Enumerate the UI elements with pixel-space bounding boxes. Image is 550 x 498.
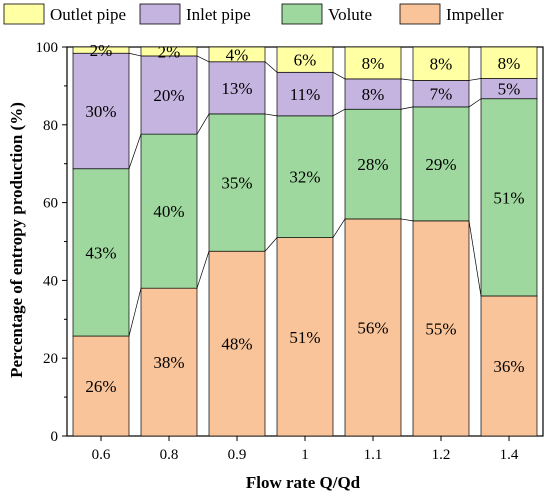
data-label: 51% <box>493 188 524 207</box>
connector-line <box>332 108 346 117</box>
bar-segment-volute <box>412 106 470 222</box>
data-label: 11% <box>290 85 321 104</box>
connector-line <box>128 52 142 57</box>
data-label: 8% <box>362 85 385 104</box>
connector-line <box>196 251 210 289</box>
connector-line <box>196 113 210 135</box>
bar-segment-impeller <box>140 287 198 437</box>
bar-segment-impeller <box>412 220 470 437</box>
connector-line <box>468 220 482 297</box>
connector-line <box>400 78 414 81</box>
bar-segment-outlet-pipe <box>140 46 198 57</box>
data-label: 43% <box>85 243 116 262</box>
y-tick-label: 100 <box>36 40 59 56</box>
legend-swatch <box>3 3 45 25</box>
bar-segment-impeller <box>344 218 402 437</box>
data-label: 4% <box>226 45 249 64</box>
connector-line <box>128 288 142 337</box>
data-label: 32% <box>289 168 320 187</box>
data-label: 30% <box>85 102 116 121</box>
connector-line <box>196 55 210 63</box>
legend: Outlet pipe Inlet pipe Volute Impeller <box>3 3 504 25</box>
legend-entry: Inlet pipe <box>186 5 251 24</box>
connector-line <box>468 98 482 108</box>
bar-segment-volute <box>480 98 538 297</box>
data-label: 55% <box>425 319 456 338</box>
data-label: 2% <box>90 41 113 60</box>
y-tick-label: 80 <box>43 118 58 134</box>
bar-segment-outlet-pipe <box>72 46 130 54</box>
bar-segment-outlet-pipe <box>344 46 402 80</box>
x-tick-label: 1.2 <box>432 447 451 463</box>
legend-swatch <box>281 3 323 25</box>
bar-segment-outlet-pipe <box>276 46 334 73</box>
x-tick-label: 0.6 <box>92 447 111 463</box>
bar-segment-outlet-pipe <box>480 46 538 79</box>
bar-segment-volute <box>72 168 130 337</box>
bar-segment-volute <box>344 108 402 220</box>
bar-segment-inlet-pipe <box>208 61 266 115</box>
connector-line <box>264 61 278 73</box>
data-label: 26% <box>85 377 116 396</box>
bar-segment-inlet-pipe <box>412 80 470 108</box>
data-label: 56% <box>357 318 388 337</box>
bar-segment-inlet-pipe <box>140 55 198 135</box>
data-label: 35% <box>221 174 252 193</box>
x-axis-label: Flow rate Q/Qd <box>246 473 361 492</box>
connector-line <box>264 113 278 117</box>
y-tick-label: 40 <box>43 273 58 289</box>
connector-line <box>400 106 414 110</box>
data-label: 40% <box>153 202 184 221</box>
y-axis-label: Percentage of entropy production (%) <box>7 102 26 378</box>
data-label: 5% <box>498 80 521 99</box>
data-label: 8% <box>362 54 385 73</box>
connector-line <box>128 134 142 169</box>
y-tick-label: 0 <box>51 429 59 445</box>
data-label: 28% <box>357 155 388 174</box>
data-label: 2% <box>158 42 181 61</box>
legend-swatch <box>399 3 441 25</box>
data-label: 48% <box>221 335 252 354</box>
legend-entry: Volute <box>328 5 372 24</box>
x-tick-label: 1 <box>301 447 309 463</box>
legend-entry: Impeller <box>446 5 504 24</box>
data-label: 8% <box>430 55 453 74</box>
data-label: 6% <box>294 51 317 70</box>
data-label: 7% <box>430 85 453 104</box>
legend-swatch <box>139 3 181 25</box>
plot-area: 26% 43% 30% 2% 38% 40% 20% 2% 48% 35% 13% 4% 51% 32% 1… <box>36 40 544 463</box>
data-label: 20% <box>153 86 184 105</box>
y-tick-label: 60 <box>43 196 58 212</box>
data-label: 51% <box>289 328 320 347</box>
bar-segment-inlet-pipe <box>276 71 334 117</box>
data-label: 8% <box>498 54 521 73</box>
data-label: 38% <box>153 353 184 372</box>
x-tick-label: 1.1 <box>364 447 383 463</box>
bar-segment-inlet-pipe <box>344 78 402 110</box>
connector-line <box>468 78 482 81</box>
bar-segment-volute <box>140 133 198 289</box>
bar-segment-outlet-pipe <box>208 46 266 63</box>
bar-segment-outlet-pipe <box>412 46 470 81</box>
connector-line <box>264 237 278 252</box>
data-label: 29% <box>425 155 456 174</box>
connector-line <box>332 218 346 238</box>
x-tick-label: 1.4 <box>500 447 519 463</box>
x-tick-label: 0.8 <box>160 447 179 463</box>
x-tick-label: 0.9 <box>228 447 247 463</box>
legend-entry: Outlet pipe <box>50 5 126 24</box>
y-tick-label: 20 <box>43 351 58 367</box>
data-label: 13% <box>221 79 252 98</box>
connector-line <box>332 71 346 80</box>
data-label: 36% <box>493 357 524 376</box>
bar-segment-impeller <box>208 250 266 437</box>
bar-segment-volute <box>276 115 334 238</box>
connector-line <box>400 218 414 222</box>
